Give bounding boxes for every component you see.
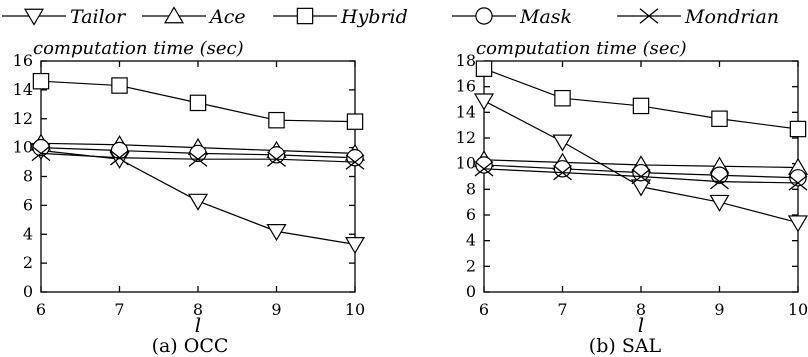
y-tick-label: 4 (466, 231, 476, 250)
y-tick-label: 16 (13, 51, 33, 70)
x-tick-label: 7 (557, 300, 567, 319)
data-point-tailor (475, 94, 493, 109)
legend-marker-ace-icon (165, 7, 183, 22)
x-tick-label: 10 (788, 300, 808, 319)
x-tick-label: 7 (114, 300, 124, 319)
y-tick-label: 10 (13, 138, 33, 157)
data-point-hybrid (712, 111, 727, 126)
data-point-hybrid (476, 61, 491, 76)
legend-item-ace: Ace (142, 6, 246, 28)
y-axis-label: computation time (sec) (33, 38, 244, 59)
y-axis: 0 2 4 6 8 10 12 14 16 (13, 51, 355, 301)
x-tick-label: 9 (271, 300, 281, 319)
x-axis-label: l (195, 313, 201, 337)
y-tick-label: 0 (466, 282, 476, 301)
data-point-hybrid (555, 91, 570, 106)
x-tick-label: 10 (345, 300, 365, 319)
legend-label: Tailor (70, 6, 127, 28)
data-point-hybrid (33, 74, 48, 89)
chart-caption: (b) SAL (589, 335, 662, 357)
series-hybrid (33, 74, 362, 130)
y-tick-label: 8 (466, 179, 476, 198)
data-point-mask (111, 142, 127, 158)
x-axis-label: l (638, 313, 644, 337)
legend-item-mask: Mask (452, 6, 572, 28)
data-point-tailor (346, 238, 364, 253)
y-tick-label: 12 (456, 128, 476, 147)
y-tick-label: 6 (23, 195, 33, 214)
data-point-hybrid (790, 121, 805, 136)
legend-marker-mask-icon (476, 8, 492, 24)
data-point-tailor (189, 194, 207, 209)
y-tick-label: 14 (456, 102, 476, 121)
data-point-tailor (711, 195, 729, 210)
legend-item-mondrian: Mondrian (617, 6, 779, 28)
y-tick-label: 16 (456, 77, 476, 96)
y-tick-label: 2 (466, 256, 476, 275)
y-axis-label: computation time (sec) (476, 38, 687, 59)
data-point-tailor (789, 216, 807, 231)
legend-label: Ace (208, 6, 246, 28)
data-point-hybrid (112, 78, 127, 93)
x-tick-label: 6 (479, 300, 489, 319)
y-tick-label: 12 (13, 109, 33, 128)
legend-label: Mask (519, 6, 572, 28)
data-point-hybrid (633, 98, 648, 113)
legend-label: Mondrian (684, 6, 779, 28)
legend-marker-hybrid-icon (297, 8, 312, 23)
chart-caption: (a) OCC (152, 335, 229, 357)
data-point-hybrid (190, 95, 205, 110)
x-tick-label: 6 (36, 300, 46, 319)
y-tick-label: 4 (23, 224, 33, 243)
legend-marker-tailor-icon (25, 9, 43, 24)
y-tick-label: 6 (466, 205, 476, 224)
legend-label: Hybrid (340, 6, 408, 28)
series-hybrid (476, 61, 805, 137)
legend-item-hybrid: Hybrid (273, 6, 408, 28)
y-tick-label: 0 (23, 282, 33, 301)
data-point-hybrid (347, 114, 362, 129)
y-tick-label: 18 (456, 51, 476, 70)
y-tick-label: 2 (23, 253, 33, 272)
legend-item-tailor: Tailor (2, 6, 127, 28)
y-tick-label: 10 (456, 154, 476, 173)
data-point-hybrid (269, 113, 284, 128)
x-tick-label: 9 (714, 300, 724, 319)
y-tick-label: 14 (13, 80, 33, 99)
data-point-tailor (554, 135, 572, 150)
legend: Tailor Ace Hybrid Mask Mondrian (2, 6, 779, 28)
chart-occ: 0 2 4 6 8 10 12 14 166 7 8 9 10 computation time (sec… (13, 38, 366, 357)
y-tick-label: 8 (23, 167, 33, 186)
